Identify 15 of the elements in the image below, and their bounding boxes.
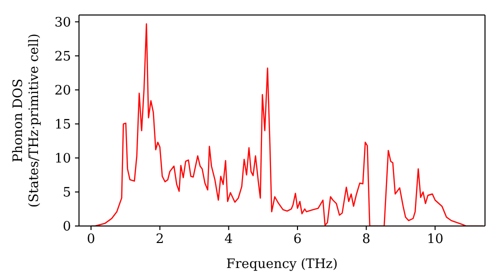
y-tick-label: 5 bbox=[62, 186, 71, 201]
x-tick-label: 8 bbox=[362, 232, 370, 248]
x-tick-label: 0 bbox=[86, 232, 96, 248]
y-tick-label: 15 bbox=[54, 118, 71, 133]
x-tick-label: 2 bbox=[156, 232, 164, 248]
y-tick-label: 10 bbox=[54, 152, 71, 167]
y-tick-label: 20 bbox=[54, 83, 71, 98]
x-axis-title: Frequency (THz) bbox=[226, 257, 338, 272]
y-tick-label: 30 bbox=[54, 15, 71, 30]
x-tick-label: 6 bbox=[293, 232, 302, 248]
y-tick-label: 0 bbox=[62, 220, 71, 235]
x-tick-label: 10 bbox=[426, 232, 444, 248]
y-tick-label: 25 bbox=[54, 49, 71, 64]
x-tick-label: 4 bbox=[224, 232, 233, 248]
y-axis-title: Phonon DOS (States/THz·primitive cell) bbox=[11, 33, 42, 208]
